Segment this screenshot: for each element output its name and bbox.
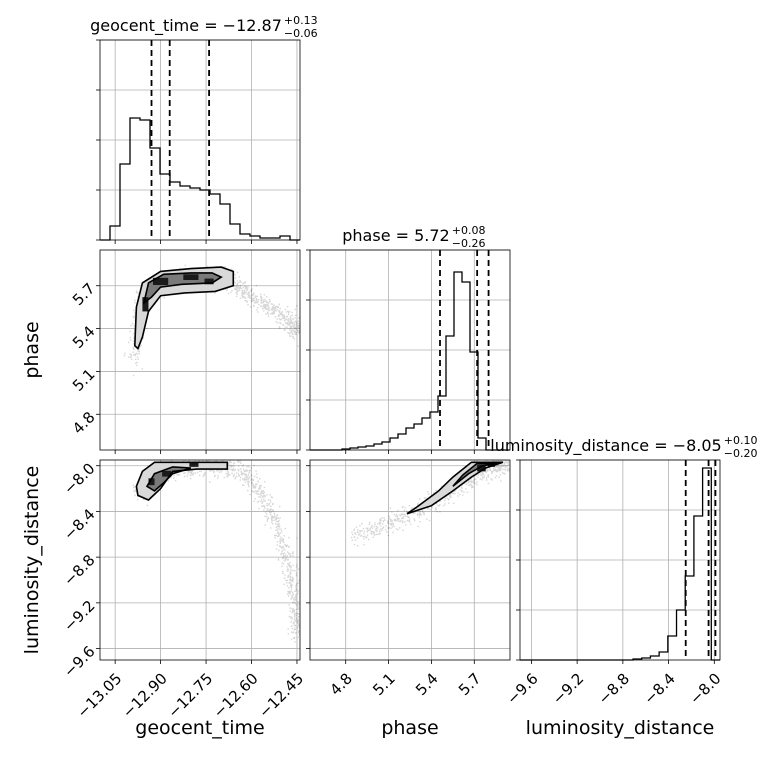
x-tick-label-phase: 4.8 <box>326 670 356 700</box>
histogram-geocent_time <box>100 117 300 241</box>
x-axis-label-phase: phase <box>381 717 438 739</box>
x-tick-label-geocent_time: −13.05 <box>73 670 125 722</box>
x-tick-label-geocent_time: −12.60 <box>210 670 262 722</box>
scatter-panel-geocent_time-phase <box>96 249 301 454</box>
density-core <box>204 278 214 285</box>
y-tick-label-phase: 5.1 <box>69 365 99 395</box>
panel-content <box>350 460 510 547</box>
y-axis-label-luminosity_distance: luminosity_distance <box>21 466 43 655</box>
histogram-phase <box>310 271 510 451</box>
y-tick-label-phase: 5.7 <box>69 280 99 310</box>
density-core <box>162 470 172 477</box>
density-outer-fill <box>407 462 503 514</box>
hist-panel-geocent_time: geocent_time = −12.87 +0.13−0.06 <box>90 14 318 244</box>
x-tick-label-geocent_time: −12.75 <box>164 670 216 722</box>
x-tick-label-phase: 5.7 <box>455 670 485 700</box>
title-minus-phase: −0.26 <box>452 237 486 250</box>
y-tick-label-luminosity_distance: −8.8 <box>60 551 98 589</box>
panel-frame <box>519 459 721 661</box>
x-tick-label-luminosity_distance: −9.6 <box>503 670 541 708</box>
hist-panel-phase: phase = 5.72 +0.08−0.26 <box>306 224 511 454</box>
panel-content <box>123 264 300 377</box>
x-axis-label-geocent_time: geocent_time <box>135 717 264 739</box>
y-tick-label-phase: 4.8 <box>69 408 99 438</box>
contour-outer <box>406 461 504 515</box>
y-tick-label-luminosity_distance: −9.2 <box>60 597 98 635</box>
density-inner-fill <box>452 463 498 487</box>
y-tick-label-luminosity_distance: −8.4 <box>60 505 98 543</box>
contour-outer <box>133 266 235 350</box>
x-tick-label-luminosity_distance: −8.8 <box>595 670 633 708</box>
density-core <box>148 478 155 486</box>
title-minus-luminosity_distance: −0.20 <box>724 447 758 460</box>
title-plus-geocent_time: +0.13 <box>284 14 318 27</box>
title-minus-geocent_time: −0.06 <box>284 27 318 40</box>
hist-panel-luminosity_distance: luminosity_distance = −8.05 +0.10−0.20 <box>490 434 757 664</box>
y-tick-label-luminosity_distance: −9.6 <box>60 642 98 680</box>
contour-outer <box>135 461 229 501</box>
panel-frame <box>99 39 301 241</box>
y-axis-label-phase: phase <box>21 321 43 378</box>
x-tick-label-phase: 5.4 <box>412 670 442 700</box>
title-plus-phase: +0.08 <box>452 224 486 237</box>
panel-frame <box>309 249 511 451</box>
density-core <box>153 277 169 285</box>
scatter-panel-phase-luminosity_distance <box>306 459 511 664</box>
x-tick-label-phase: 5.1 <box>369 670 399 700</box>
density-core <box>183 274 199 280</box>
panel-frame <box>99 459 301 661</box>
panel-content <box>132 460 300 643</box>
x-tick-label-luminosity_distance: −8.4 <box>640 670 678 708</box>
x-tick-label-luminosity_distance: −8.0 <box>686 670 724 708</box>
contour-inner <box>145 466 192 492</box>
panel-title-geocent_time: geocent_time = −12.87 <box>90 16 282 36</box>
y-tick-label-phase: 5.4 <box>69 322 99 352</box>
panel-frame <box>309 459 511 661</box>
contour-inner <box>452 462 498 487</box>
y-tick-label-luminosity_distance: −8.0 <box>60 460 98 498</box>
panel-title-phase: phase = 5.72 <box>342 226 449 245</box>
density-core <box>142 297 149 312</box>
panel-frame <box>99 249 301 451</box>
x-axis-label-luminosity_distance: luminosity_distance <box>526 717 715 739</box>
panel-title-luminosity_distance: luminosity_distance = −8.05 <box>490 436 721 456</box>
title-plus-luminosity_distance: +0.10 <box>724 434 758 447</box>
x-tick-label-geocent_time: −12.45 <box>255 670 307 722</box>
histogram-luminosity_distance <box>520 467 720 661</box>
x-tick-label-luminosity_distance: −9.2 <box>549 670 587 708</box>
scatter-panel-geocent_time-luminosity_distance <box>96 459 301 664</box>
x-tick-label-geocent_time: −12.90 <box>119 670 171 722</box>
contour-inner <box>142 272 223 305</box>
density-core <box>477 464 486 472</box>
density-core <box>189 462 199 467</box>
